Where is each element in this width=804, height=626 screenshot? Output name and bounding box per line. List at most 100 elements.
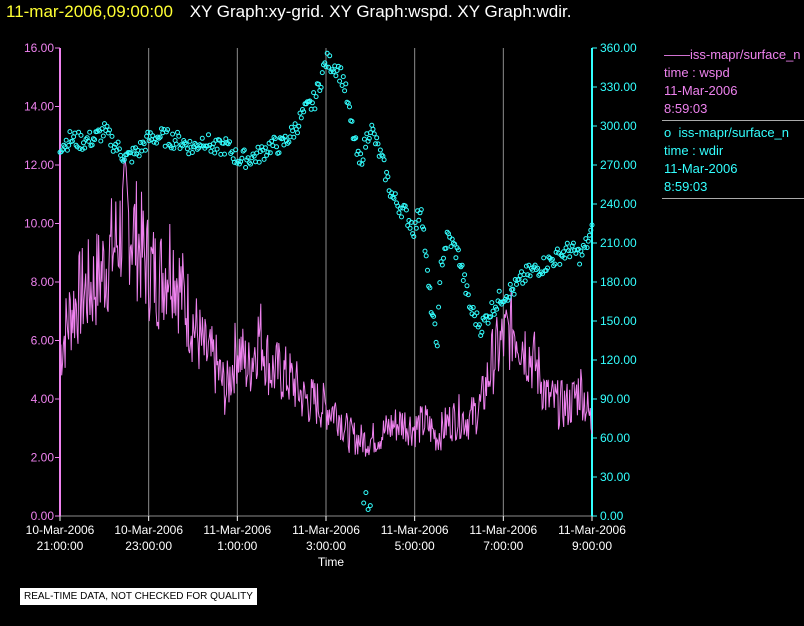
wdir-point: [176, 133, 182, 139]
wdir-point: [239, 155, 245, 161]
quality-disclaimer: REAL-TIME DATA, NOT CHECKED FOR QUALITY: [20, 588, 257, 605]
wdir-point: [188, 144, 194, 150]
wdir-point: [377, 147, 383, 153]
wdir-point: [522, 278, 528, 284]
wdir-point: [265, 149, 271, 155]
wdir-point: [77, 146, 83, 152]
wdir-point: [283, 138, 289, 144]
wdir-point: [141, 141, 147, 147]
wdir-point: [543, 268, 549, 273]
wdir-point: [563, 245, 569, 251]
wdir-point: [326, 64, 331, 70]
wdir-point: [222, 151, 227, 157]
wdir-point: [499, 301, 505, 307]
x-tick-time: 7:00:00: [483, 539, 523, 553]
left-tick-label: 6.00: [31, 334, 55, 348]
wdir-point: [371, 131, 377, 137]
x-tick-date: 10-Mar-2006: [26, 523, 95, 537]
wdir-point: [199, 135, 205, 141]
wdir-point: [324, 50, 330, 56]
wdir-point: [86, 138, 91, 144]
legend-wdir-time: 8:59:03: [664, 179, 708, 194]
wdir-point: [527, 273, 533, 279]
wdir-point: [457, 263, 463, 268]
wdir-point: [309, 100, 315, 106]
wdir-point: [455, 247, 461, 253]
right-tick-label: 30.00: [600, 470, 630, 484]
left-tick-label: 14.00: [24, 100, 54, 114]
wdir-point: [274, 144, 279, 150]
wdir-point: [465, 292, 471, 298]
legend-wdir-date: 11-Mar-2006: [664, 161, 738, 176]
wdir-point: [183, 141, 189, 147]
wdir-point: [459, 262, 465, 268]
wdir-point: [114, 147, 120, 153]
title-graph-list: XY Graph:xy-grid. XY Graph:wspd. XY Grap…: [189, 2, 572, 21]
wdir-point: [384, 169, 390, 175]
wdir-point: [360, 157, 366, 163]
wdir-point: [171, 145, 177, 151]
wdir-point: [146, 138, 152, 144]
wdir-point: [421, 226, 427, 232]
wdir-point: [212, 150, 218, 156]
right-tick-label: 180.00: [600, 275, 637, 289]
wdir-point: [382, 177, 388, 183]
wdir-point: [63, 137, 69, 143]
wdir-point: [241, 147, 247, 153]
wdir-point: [145, 129, 151, 135]
x-axis-label: Time: [318, 555, 345, 569]
wdir-point: [494, 306, 500, 312]
wdir-point: [390, 194, 396, 200]
wdir-point: [104, 123, 110, 129]
right-tick-label: 210.00: [600, 236, 637, 250]
wdir-point: [337, 78, 343, 84]
wdir-point: [116, 146, 122, 152]
wdir-point: [519, 269, 524, 275]
wdir-point: [545, 265, 550, 271]
wdir-point: [295, 130, 300, 136]
title-bar: 11-mar-2006,09:00:00 XY Graph:xy-grid. X…: [6, 2, 571, 22]
wdir-point: [99, 126, 105, 132]
wdir-point: [391, 195, 397, 201]
wdir-point: [235, 158, 241, 164]
wspd-series-line: [59, 157, 593, 457]
wdir-point: [81, 140, 86, 146]
wdir-point: [356, 160, 362, 166]
wdir-point: [491, 311, 497, 317]
wdir-point: [361, 136, 367, 142]
grid-lines: [60, 48, 592, 517]
left-tick-label: 4.00: [31, 392, 55, 406]
x-tick-date: 11-Mar-2006: [381, 523, 449, 537]
wdir-point: [358, 151, 364, 157]
wdir-point: [373, 141, 378, 147]
wdir-point: [431, 313, 437, 319]
wdir-point: [323, 64, 329, 70]
wdir-point: [338, 65, 344, 71]
legend-wdir-var: time : wdir: [664, 143, 724, 158]
wdir-point: [449, 236, 455, 242]
wdir-point: [248, 161, 253, 167]
wdir-point: [69, 138, 75, 144]
wdir-point: [233, 147, 239, 153]
wdir-point: [269, 138, 275, 144]
wdir-point: [479, 329, 485, 335]
wdir-point: [66, 142, 72, 148]
wdir-point: [300, 107, 305, 112]
wdir-point: [89, 142, 95, 148]
wdir-point: [423, 253, 429, 259]
wdir-point: [481, 317, 487, 323]
wdir-point: [511, 291, 517, 297]
wdir-point: [129, 159, 135, 165]
wdir-point: [403, 207, 409, 213]
wdir-point: [217, 137, 223, 143]
wdir-point: [340, 74, 346, 80]
wdir-point: [147, 130, 153, 136]
left-tick-label: 10.00: [24, 217, 54, 231]
wdir-point: [165, 127, 171, 133]
wdir-point: [82, 145, 88, 151]
wdir-point: [333, 73, 339, 79]
wdir-point: [349, 118, 355, 124]
wdir-point: [76, 129, 82, 135]
wdir-point: [210, 141, 216, 147]
wdir-point: [142, 147, 148, 153]
